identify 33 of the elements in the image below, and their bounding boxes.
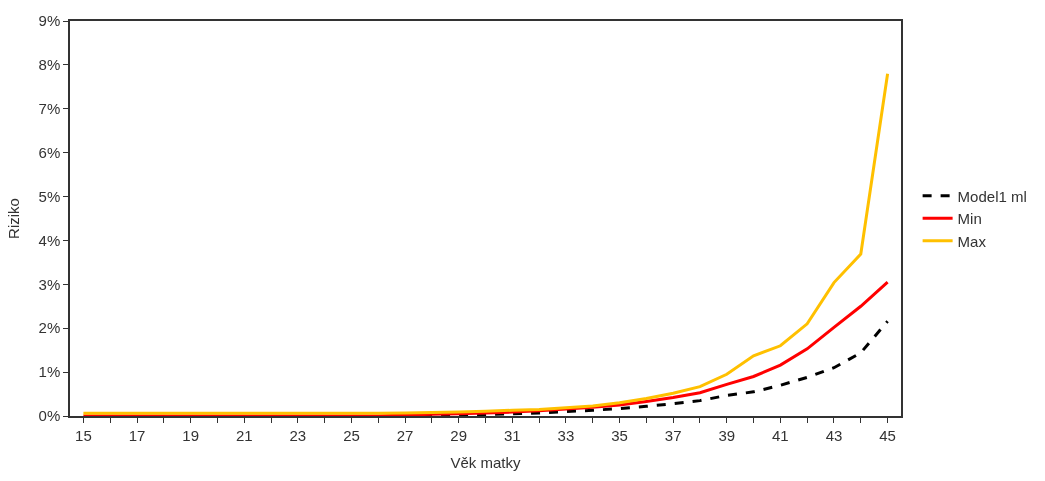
x-axis-title: Věk matky [450,454,521,472]
x-tick-label: 37 [664,426,682,444]
legend-label: Min [957,210,982,228]
x-tick-label: 25 [343,426,360,444]
x-tick-label: 31 [503,426,521,444]
x-tick-label: 35 [611,426,628,444]
y-axis-title: Riziko [5,198,23,239]
y-tick-label: 9% [38,12,61,30]
x-tick-label: 19 [182,426,199,444]
x-tick-label: 43 [825,426,843,444]
y-tick-label: 3% [38,275,61,293]
legend-label: Model1 ml [957,187,1027,205]
y-tick-label: 1% [38,363,61,381]
x-tick-label: 21 [235,426,253,444]
x-tick-label: 41 [772,426,789,444]
y-tick-label: 7% [38,100,61,118]
x-tick-label: 27 [396,426,414,444]
y-tick-label: 4% [38,231,61,249]
x-tick-label: 33 [557,426,575,444]
legend-label: Max [957,232,987,250]
x-tick-label: 29 [450,426,468,444]
y-tick-label: 0% [38,407,61,425]
line-series [81,280,890,416]
y-tick-label: 2% [38,319,61,337]
x-tick-label: 39 [718,426,736,444]
line-series [81,72,890,415]
y-tick-label: 5% [38,187,61,205]
y-tick-label: 8% [38,56,61,74]
x-tick-label: 17 [128,426,146,444]
y-tick-label: 6% [38,143,61,161]
x-tick-label: 45 [879,426,896,444]
x-tick-label: 23 [289,426,307,444]
x-tick-label: 15 [75,426,92,444]
